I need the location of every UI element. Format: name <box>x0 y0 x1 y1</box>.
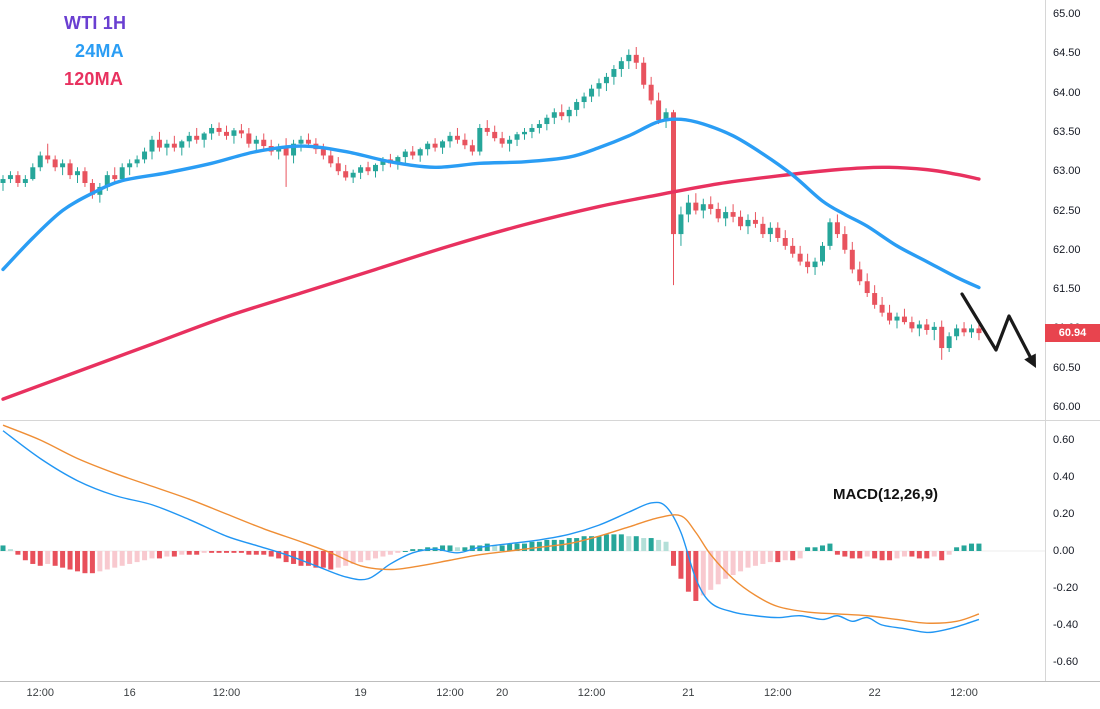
macd-axis-tick: 0.40 <box>1053 471 1075 483</box>
time-axis-label: 12:00 <box>26 687 55 699</box>
macd-axis-tick: -0.60 <box>1053 656 1079 668</box>
macd-axis-tick: -0.40 <box>1053 619 1079 631</box>
price-axis-tick: 60.00 <box>1053 401 1081 413</box>
macd-axis-tick: -0.20 <box>1053 582 1079 594</box>
macd-axis-tick: 0.60 <box>1053 434 1075 446</box>
time-axis-label: 20 <box>496 687 509 699</box>
time-axis-label: 16 <box>123 687 136 699</box>
price-axis-tick: 63.50 <box>1053 125 1081 138</box>
price-axis-tick: 60.50 <box>1053 361 1081 374</box>
time-axis-label: 12:00 <box>950 687 978 699</box>
time-axis-label: 12:00 <box>436 687 464 699</box>
price-axis-tick: 65.00 <box>1053 8 1081 20</box>
time-axis-label: 12:00 <box>764 687 792 699</box>
time-axis-label: 12:00 <box>212 687 241 699</box>
legend-item-120ma: 120MA <box>64 69 124 89</box>
macd-axis-tick: 0.20 <box>1053 508 1075 520</box>
time-axis-label: 22 <box>868 687 881 699</box>
price-axis-tick: 63.00 <box>1053 165 1081 178</box>
time-axis-label: 21 <box>682 687 695 699</box>
macd-axis-tick: 0.00 <box>1053 545 1075 557</box>
price-axis-tick: 64.50 <box>1053 47 1081 60</box>
price-axis-tick: 62.00 <box>1053 243 1081 256</box>
price-axis-tick: 64.00 <box>1053 86 1081 99</box>
time-axis-label: 19 <box>354 687 367 699</box>
time-axis-label: 12:00 <box>577 687 606 699</box>
price-axis-tick: 61.50 <box>1053 283 1081 296</box>
legend-item-24ma: 24MA <box>75 41 124 61</box>
legend-item-wti-1h: WTI 1H <box>64 13 127 33</box>
macd-indicator-label: MACD(12,26,9) <box>833 486 939 503</box>
price-axis-tick: 62.50 <box>1053 204 1081 217</box>
last-price-badge: 60.94 <box>1045 324 1100 343</box>
